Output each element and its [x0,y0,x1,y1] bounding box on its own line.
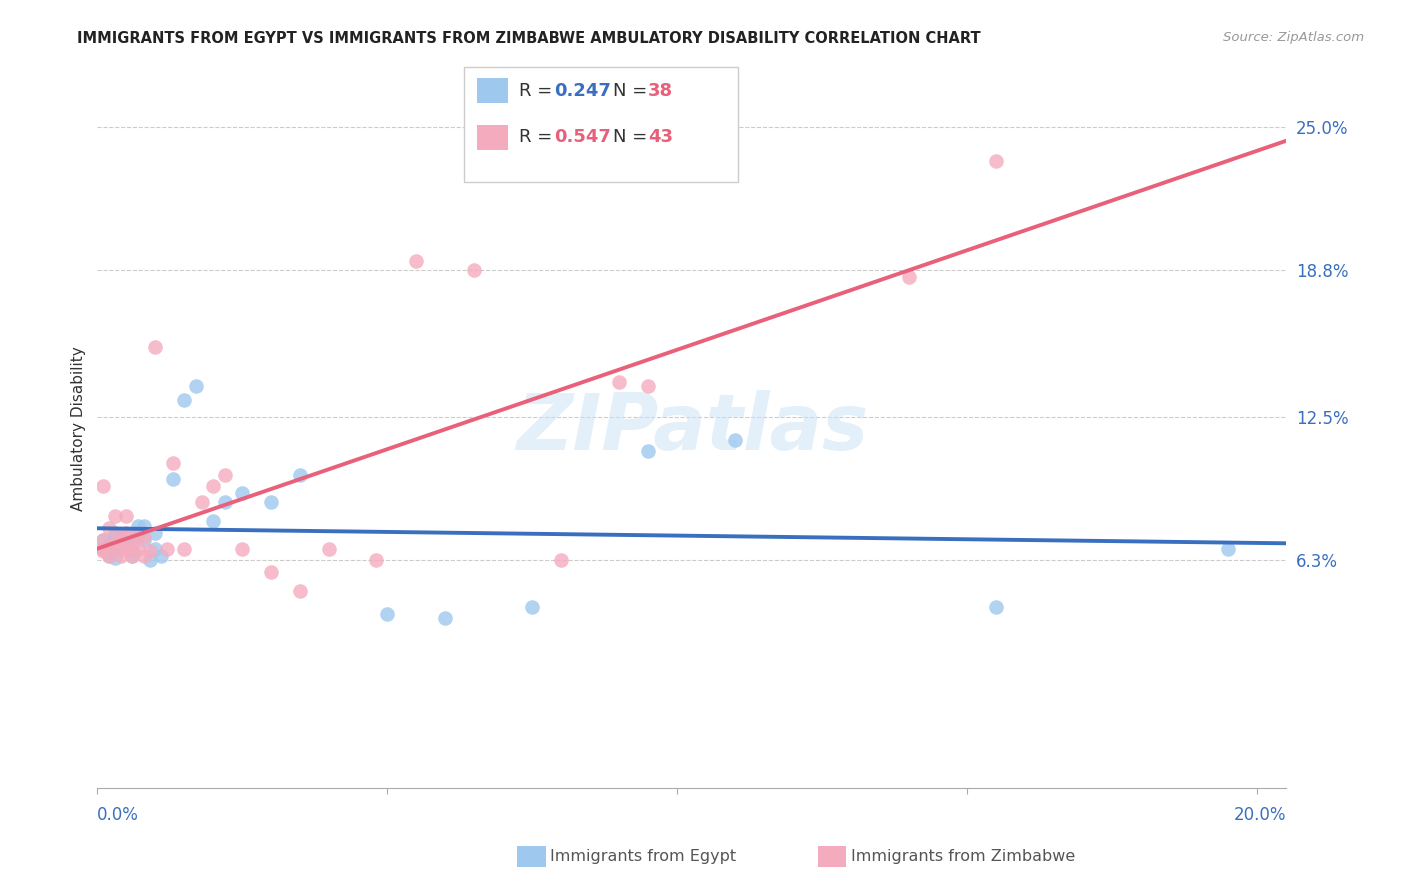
Text: 20.0%: 20.0% [1234,806,1286,824]
Point [104,541,127,556]
Point [97,541,120,556]
Point [260,565,283,579]
Point [143,340,166,354]
Point [290,467,312,482]
Y-axis label: Ambulatory Disability: Ambulatory Disability [72,346,86,510]
Text: ZIPatlas: ZIPatlas [516,390,868,467]
Point [191,495,214,509]
Point [202,514,225,528]
Point [550,553,572,567]
Point [898,270,921,285]
Point [143,525,166,540]
Point [609,375,631,389]
Point [724,433,747,447]
Text: N =: N = [613,128,652,146]
Point [91,479,114,493]
Point [115,525,138,540]
Point [1218,541,1240,556]
Point [132,549,155,563]
Point [132,533,155,547]
Point [115,541,138,556]
Text: R =: R = [519,82,558,100]
Point [405,254,427,268]
Text: 0.547: 0.547 [554,128,610,146]
Point [91,533,114,547]
Point [91,541,114,556]
Point [138,553,160,567]
Point [121,549,143,563]
Point [121,533,143,547]
Point [377,607,399,621]
Point [127,528,149,542]
Text: 0.0%: 0.0% [97,806,139,824]
Point [97,521,120,535]
Text: 38: 38 [648,82,673,100]
Point [104,509,127,524]
Point [143,541,166,556]
Point [115,540,138,554]
Point [173,393,195,408]
Point [522,599,544,614]
Point [115,528,138,542]
Point [202,479,225,493]
Point [110,549,132,563]
Point [156,541,179,556]
Point [97,537,120,551]
Point [97,549,120,563]
Point [104,534,127,549]
Point [637,444,659,458]
Point [127,541,149,556]
Point [290,583,312,598]
Point [110,528,132,542]
Text: Source: ZipAtlas.com: Source: ZipAtlas.com [1223,31,1364,45]
Point [162,456,184,470]
Point [260,495,283,509]
Point [463,263,485,277]
Point [214,467,236,482]
Text: Immigrants from Egypt: Immigrants from Egypt [550,849,735,863]
Point [214,495,236,509]
Text: 43: 43 [648,128,673,146]
Point [231,486,253,500]
Point [110,541,132,556]
Point [318,541,340,556]
Text: IMMIGRANTS FROM EGYPT VS IMMIGRANTS FROM ZIMBABWE AMBULATORY DISABILITY CORRELAT: IMMIGRANTS FROM EGYPT VS IMMIGRANTS FROM… [77,31,981,46]
Point [132,530,155,544]
Point [138,544,160,558]
Point [91,544,114,558]
Text: R =: R = [519,128,558,146]
Point [110,534,132,549]
Point [127,518,149,533]
Point [150,549,173,563]
Point [173,541,195,556]
Point [986,154,1008,169]
Point [91,541,114,556]
Point [97,549,120,563]
Text: 0.247: 0.247 [554,82,610,100]
Point [121,534,143,549]
Point [162,472,184,486]
Point [104,525,127,540]
Point [115,509,138,524]
Point [110,541,132,556]
Point [132,518,155,533]
Point [986,599,1008,614]
Text: N =: N = [613,82,652,100]
Point [121,541,143,556]
Point [231,541,253,556]
Point [127,528,149,542]
Point [434,611,457,625]
Point [637,379,659,393]
Point [121,541,143,556]
Point [364,553,387,567]
Point [91,533,114,547]
Point [104,530,127,544]
Point [110,537,132,551]
Point [121,549,143,563]
Point [184,379,207,393]
Text: Immigrants from Zimbabwe: Immigrants from Zimbabwe [851,849,1074,863]
Point [104,551,127,566]
